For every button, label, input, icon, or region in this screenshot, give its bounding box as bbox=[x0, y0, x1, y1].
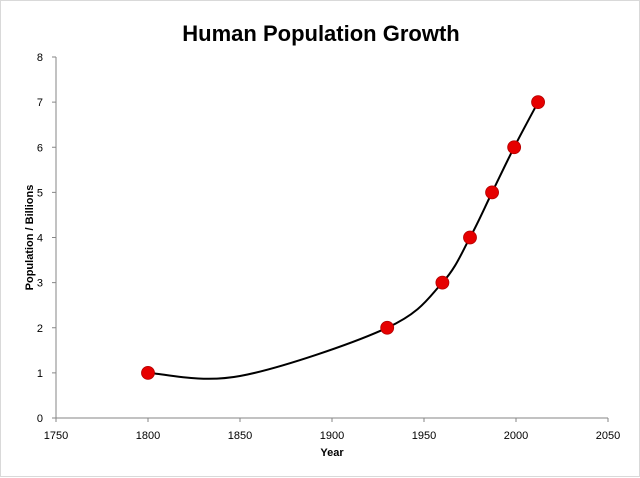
x-tick-label: 1800 bbox=[136, 430, 160, 442]
data-points bbox=[141, 95, 545, 380]
x-tick-label: 1900 bbox=[320, 430, 344, 442]
y-tick-label: 0 bbox=[37, 413, 43, 425]
y-tick-label: 5 bbox=[37, 187, 43, 199]
chart-title: Human Population Growth bbox=[182, 21, 460, 46]
x-tick-label: 1950 bbox=[412, 430, 436, 442]
data-point bbox=[531, 95, 545, 110]
axes bbox=[52, 56, 609, 422]
x-tick-label: 2050 bbox=[596, 430, 620, 442]
tick-labels: 0 1 2 3 4 5 6 7 8 1750 1800 1850 1900 1950 2000 2050 bbox=[37, 52, 620, 442]
y-tick-label: 8 bbox=[37, 52, 43, 64]
data-point bbox=[435, 275, 450, 290]
data-point bbox=[380, 320, 395, 335]
data-point bbox=[485, 185, 499, 200]
y-tick-label: 4 bbox=[37, 233, 43, 245]
y-tick-label: 6 bbox=[37, 142, 43, 154]
y-tick-label: 3 bbox=[37, 278, 43, 290]
y-axis-title: Population / Billions bbox=[24, 185, 36, 291]
x-tick-label: 1750 bbox=[44, 430, 68, 442]
x-tick-label: 1850 bbox=[228, 430, 252, 442]
y-tick-label: 2 bbox=[37, 323, 43, 335]
data-point bbox=[141, 365, 155, 380]
trend-line bbox=[147, 101, 539, 380]
x-tick-label: 2000 bbox=[504, 430, 528, 442]
y-tick-label: 7 bbox=[37, 97, 43, 109]
x-axis-title: Year bbox=[320, 447, 344, 459]
data-point bbox=[463, 230, 477, 245]
y-tick-label: 1 bbox=[37, 368, 43, 380]
data-point bbox=[507, 140, 522, 155]
